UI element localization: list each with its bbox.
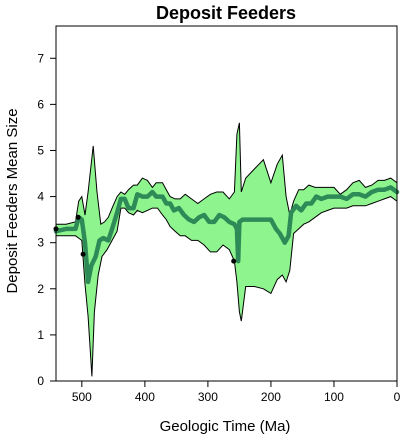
y-tick-label: 3	[37, 236, 44, 250]
y-tick-label: 1	[37, 328, 44, 342]
y-tick-label: 5	[37, 143, 44, 157]
y-tick-label: 2	[37, 282, 44, 296]
x-tick-label: 300	[198, 390, 218, 404]
x-tick-label: 500	[72, 390, 92, 404]
y-tick-label: 6	[37, 97, 44, 111]
y-axis-label: Deposit Feeders Mean Size	[4, 108, 21, 293]
x-tick-label: 400	[135, 390, 155, 404]
plot-area	[53, 25, 400, 382]
y-tick-label: 0	[37, 374, 44, 388]
plot-frame	[55, 25, 398, 382]
x-tick-label: 200	[261, 390, 281, 404]
chart-title: Deposit Feeders	[156, 3, 296, 23]
x-tick-label: 0	[394, 390, 401, 404]
data-point	[75, 214, 81, 220]
data-point	[231, 258, 237, 264]
y-tick-label: 7	[37, 51, 44, 65]
x-axis: 500 400 300 200 100 0	[72, 381, 401, 404]
x-tick-label: 100	[324, 390, 344, 404]
data-point	[80, 251, 86, 257]
y-tick-label: 4	[37, 190, 44, 204]
mean-size-line	[53, 185, 400, 285]
upper-bound-line	[56, 122, 398, 226]
y-axis: 0 1 2 3 4 5 6 7	[37, 51, 56, 388]
x-axis-label: Geologic Time (Ma)	[160, 418, 291, 435]
lower-bound-line	[56, 196, 398, 377]
